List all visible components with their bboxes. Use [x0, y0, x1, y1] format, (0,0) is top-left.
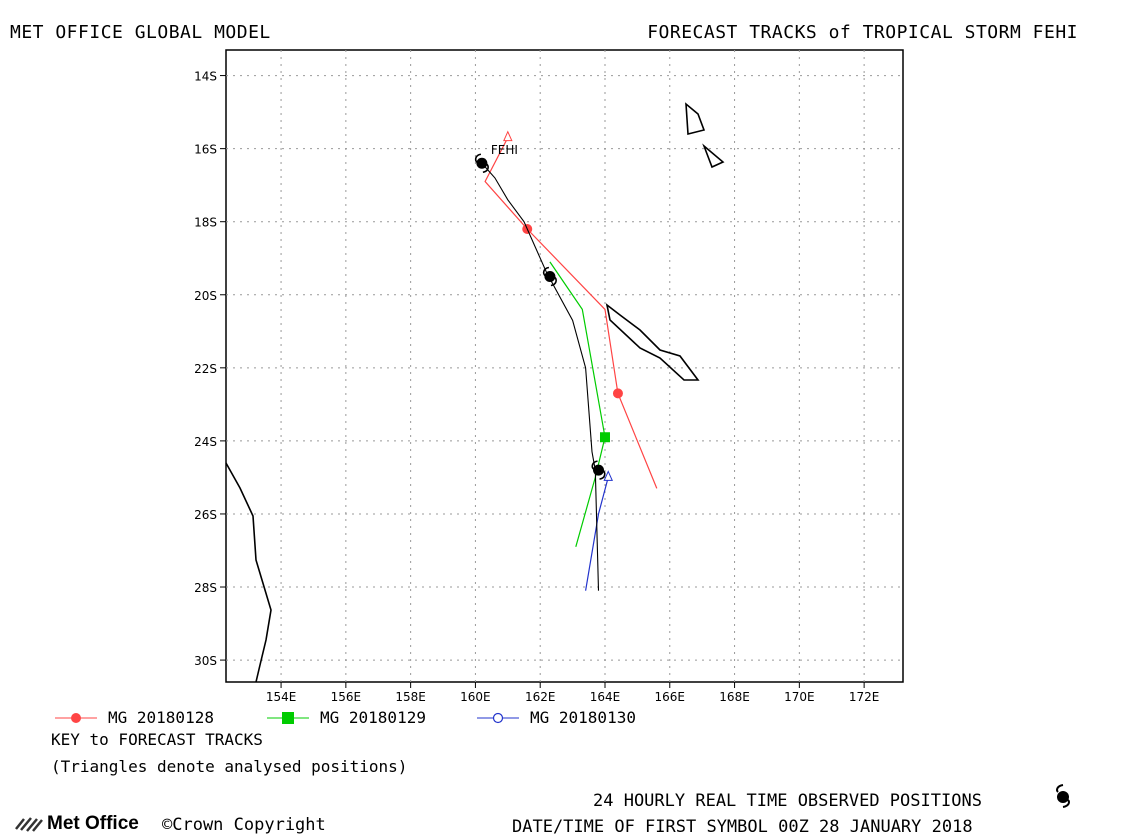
map-grid: [220, 50, 903, 688]
key-title: KEY to FORECAST TRACKS: [51, 730, 263, 749]
lon-tick-label: 156E: [331, 690, 362, 704]
legend-swatch-0128: [55, 712, 97, 723]
lon-tick-label: 166E: [655, 690, 686, 704]
lon-tick-label: 172E: [849, 690, 880, 704]
lon-tick-label: 160E: [460, 690, 491, 704]
legend-label-0128: MG 20180128: [108, 708, 214, 727]
marker-0129: [599, 432, 610, 443]
observed-position-dot: [593, 464, 605, 476]
lat-tick-label: 26S: [194, 508, 217, 522]
lat-tick-label: 28S: [194, 581, 217, 595]
cyclone-symbol-icon: [1056, 784, 1070, 808]
observed-cyclone-symbol: [591, 460, 606, 480]
marker-0128: [612, 388, 623, 399]
lat-tick-label: 16S: [194, 143, 217, 157]
logo-text: Met Office: [47, 813, 139, 834]
lon-tick-label: 168E: [719, 690, 750, 704]
met-office-logo: Met Office: [14, 813, 139, 835]
lat-tick-label: 14S: [194, 70, 217, 84]
island-espiritu-santo: [685, 102, 706, 136]
lat-tick-label: 18S: [194, 216, 217, 230]
right-title: FORECAST TRACKS of TROPICAL STORM FEHI: [647, 22, 1078, 43]
legend-swatch-0129: [267, 711, 309, 724]
lon-tick-label: 162E: [525, 690, 556, 704]
australia-coast: [225, 462, 272, 683]
legend-label-0129: MG 20180129: [320, 708, 426, 727]
lon-tick-label: 154E: [266, 690, 297, 704]
island-new-caledonia: [605, 303, 700, 381]
observed-cyclone-symbol: [474, 153, 489, 174]
track-mg20180128: [484, 137, 658, 489]
observed-position-dot: [544, 270, 556, 282]
observed-cyclone-symbol: [542, 266, 557, 287]
lat-tick-label: 22S: [194, 362, 217, 376]
lon-tick-label: 164E: [590, 690, 621, 704]
legend-swatch-0130: [477, 712, 519, 723]
storm-name-label: FEHI: [491, 143, 518, 157]
lat-tick-label: 30S: [194, 654, 217, 668]
analysed-triangle-0130: [603, 470, 613, 481]
lon-tick-label: 158E: [395, 690, 426, 704]
first-symbol-datetime: DATE/TIME OF FIRST SYMBOL 00Z 28 JANUARY…: [512, 817, 973, 837]
coastlines: [225, 102, 725, 683]
track-mg20180130: [585, 477, 609, 591]
lat-tick-label: 24S: [194, 435, 217, 449]
lon-tick-label: 170E: [784, 690, 815, 704]
met-office-logo-icon: [15, 817, 43, 832]
observed-positions-label: 24 HOURLY REAL TIME OBSERVED POSITIONS: [593, 791, 982, 811]
island-malakula: [702, 143, 725, 169]
analysed-triangle-0128: [503, 130, 513, 142]
legend-label-0130: MG 20180130: [530, 708, 636, 727]
legend-item-0130: MG 20180130: [477, 708, 636, 727]
key-note: (Triangles denote analysed positions): [51, 757, 408, 776]
lat-tick-label: 20S: [194, 289, 217, 303]
legend-item-0128: MG 20180128: [55, 708, 214, 727]
left-title: MET OFFICE GLOBAL MODEL: [10, 22, 271, 43]
observed-position-dot: [476, 157, 488, 169]
legend-item-0129: MG 20180129: [267, 708, 426, 727]
copyright: ©Crown Copyright: [162, 815, 326, 835]
map-frame: [225, 49, 904, 683]
observed-track: [481, 162, 600, 591]
